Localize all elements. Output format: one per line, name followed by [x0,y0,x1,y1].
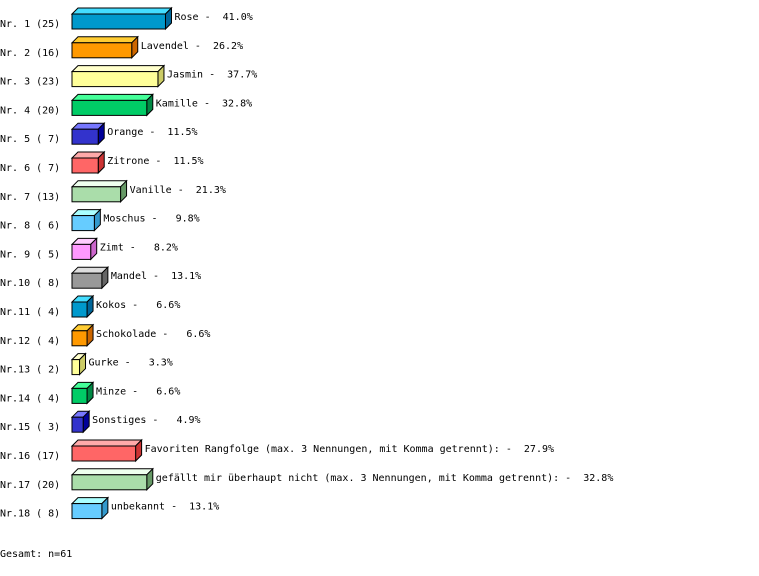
bar [71,42,133,59]
bar-value-label: Moschus - 9.8% [103,214,199,225]
bar-top [70,65,166,73]
bar-top [70,468,154,476]
row-label: Nr.15 ( 3) [0,422,60,433]
bar [71,474,148,491]
row-label: Nr. 1 (25) [0,19,60,30]
bars-group: Nr. 1 (25) Rose - 41.0% Nr. 2 (16) Lavendel… [0,6,614,520]
row-label: Nr.14 ( 4) [0,393,60,404]
bar [71,157,99,174]
bar-value-label: Jasmin - 37.7% [167,70,257,81]
row-label: Nr.18 ( 8) [0,509,60,520]
row-label: Nr. 2 (16) [0,48,60,59]
bar-value-label: Kamille - 32.8% [156,98,252,109]
bar [71,272,103,289]
bar-value-label: Zimt - 8.2% [100,242,178,253]
bar-top [70,36,139,44]
bar-value-label: unbekannt - 13.1% [111,502,219,513]
bar-value-label: Kokos - 6.6% [96,300,180,311]
bar [71,416,84,433]
bar [71,71,159,88]
row-label: Nr.16 (17) [0,451,60,462]
bar [71,445,137,462]
row-label: Nr.10 ( 8) [0,278,60,289]
row-label: Nr. 6 ( 7) [0,163,60,174]
bar-value-label: Mandel - 13.1% [111,271,201,282]
bar [71,186,122,203]
bar-value-label: Schokolade - 6.6% [96,329,210,340]
row-label: Nr. 4 (20) [0,105,60,116]
row-label: Nr. 3 (23) [0,77,60,88]
bar-value-label: Orange - 11.5% [107,127,197,138]
bar-top [70,180,128,188]
bar-top [70,93,154,101]
row-label: Nr.17 (20) [0,480,60,491]
bar-value-label: Gurke - 3.3% [89,358,173,369]
bar-value-label: Vanille - 21.3% [130,185,226,196]
row-label: Nr.11 ( 4) [0,307,60,318]
bar [71,503,103,520]
bar [71,243,92,260]
bar-value-label: gefällt mir überhaupt nicht (max. 3 Nenn… [156,473,614,484]
bar [71,99,148,116]
row-label: Nr. 9 ( 5) [0,249,60,260]
bar-value-label: Rose - 41.0% [174,12,252,23]
bar [71,128,99,145]
bar-top [70,439,143,447]
bar [71,330,88,347]
bar-top [70,7,173,15]
bar-value-label: Minze - 6.6% [96,386,180,397]
row-label: Nr. 8 ( 6) [0,221,60,232]
row-label: Nr. 5 ( 7) [0,134,60,145]
row-label: Nr. 7 (13) [0,192,60,203]
bar-value-label: Zitrone - 11.5% [107,156,203,167]
bar [71,359,81,376]
bar [71,13,166,30]
bar-value-label: Favoriten Rangfolge (max. 3 Nennungen, m… [145,444,554,455]
bar-value-label: Sonstiges - 4.9% [92,415,200,426]
row-label: Nr.12 ( 4) [0,336,60,347]
bar [71,387,88,404]
row-label: Nr.13 ( 2) [0,365,60,376]
total-label: Gesamt: n=61 [0,549,72,560]
bar-value-label: Lavendel - 26.2% [141,41,243,52]
bar [71,301,88,318]
bar [71,215,95,232]
